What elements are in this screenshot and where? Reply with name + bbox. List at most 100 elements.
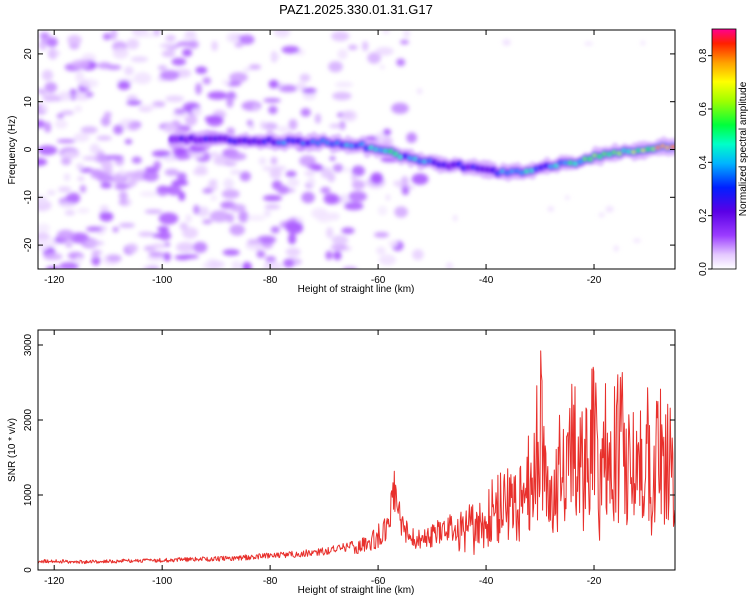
noise-blob bbox=[171, 57, 187, 66]
noise-blob bbox=[209, 210, 230, 223]
noise-blob bbox=[288, 119, 298, 130]
y-tick-label: 2000 bbox=[23, 408, 34, 431]
noise-blob bbox=[163, 123, 177, 134]
noise-blob bbox=[320, 186, 331, 194]
x-tick-label: -20 bbox=[587, 576, 602, 587]
noise-blob bbox=[328, 61, 343, 73]
noise-blob bbox=[67, 34, 82, 46]
noise-blob bbox=[38, 119, 46, 129]
colorbar-gradient bbox=[711, 28, 737, 270]
noise-blob bbox=[202, 219, 213, 225]
noise-blob bbox=[299, 73, 311, 82]
noise-blob bbox=[285, 170, 297, 178]
noise-blob bbox=[130, 56, 149, 63]
noise-blob bbox=[38, 232, 50, 241]
noise-blob bbox=[252, 104, 260, 112]
noise-blob bbox=[229, 204, 246, 212]
noise-blob bbox=[613, 245, 619, 252]
noise-blob bbox=[114, 183, 128, 191]
noise-blob bbox=[118, 222, 135, 228]
noise-blob bbox=[178, 191, 186, 202]
noise-blob bbox=[377, 205, 388, 216]
noise-blob bbox=[362, 41, 369, 52]
snr-x-label: Height of straight line (km) bbox=[298, 585, 415, 596]
noise-blob bbox=[373, 231, 390, 238]
noise-blob bbox=[348, 191, 367, 202]
noise-blob bbox=[105, 155, 124, 160]
noise-blob bbox=[56, 113, 64, 119]
noise-blob bbox=[400, 176, 409, 188]
noise-blob bbox=[100, 116, 111, 127]
noise-blob bbox=[60, 110, 75, 116]
noise-blob bbox=[59, 262, 79, 269]
noise-blob bbox=[285, 247, 301, 257]
noise-blob bbox=[39, 90, 47, 95]
noise-blob bbox=[80, 126, 98, 134]
noise-blob bbox=[182, 227, 199, 239]
noise-blob bbox=[584, 42, 593, 46]
noise-blob bbox=[633, 238, 641, 243]
noise-blob bbox=[277, 125, 290, 133]
noise-blob bbox=[127, 122, 140, 131]
noise-blob bbox=[161, 50, 176, 58]
noise-blob bbox=[123, 66, 134, 76]
noise-blob bbox=[133, 72, 152, 85]
noise-blob bbox=[296, 216, 304, 224]
noise-blob bbox=[139, 191, 158, 197]
noise-blob bbox=[239, 171, 251, 182]
noise-blob bbox=[77, 208, 90, 214]
noise-blob bbox=[323, 193, 339, 205]
x-tick-label: -100 bbox=[152, 576, 172, 587]
x-tick-label: -60 bbox=[371, 275, 386, 286]
noise-blob bbox=[268, 105, 278, 115]
noise-blob bbox=[256, 235, 277, 244]
noise-blob bbox=[388, 240, 399, 247]
noise-blob bbox=[90, 171, 109, 180]
noise-blob bbox=[332, 163, 344, 173]
noise-blob bbox=[126, 94, 138, 103]
noise-blob bbox=[73, 132, 90, 142]
noise-blob bbox=[207, 91, 228, 100]
noise-blob bbox=[118, 199, 129, 205]
y-tick-label: 0 bbox=[23, 146, 34, 152]
y-tick-label: 20 bbox=[23, 48, 34, 60]
noise-blob bbox=[406, 132, 417, 143]
noise-blob bbox=[300, 108, 311, 117]
noise-blob bbox=[226, 34, 233, 41]
noise-blob bbox=[385, 194, 391, 201]
noise-blob bbox=[245, 245, 260, 250]
noise-blob bbox=[412, 249, 424, 261]
noise-blob bbox=[42, 93, 59, 102]
noise-blob bbox=[195, 66, 208, 74]
noise-blob bbox=[234, 42, 244, 48]
noise-blob bbox=[265, 256, 277, 263]
noise-blob bbox=[142, 171, 159, 182]
x-tick-label: -20 bbox=[587, 275, 602, 286]
noise-blob bbox=[222, 249, 240, 256]
noise-blob bbox=[453, 214, 458, 222]
noise-blob bbox=[341, 193, 348, 204]
noise-blob bbox=[331, 31, 350, 42]
y-tick-label: 10 bbox=[23, 96, 34, 108]
noise-blob bbox=[91, 249, 99, 259]
noise-blob bbox=[38, 223, 51, 233]
noise-blob bbox=[142, 265, 160, 269]
noise-blob bbox=[202, 188, 214, 194]
noise-blob bbox=[640, 40, 646, 46]
noise-blob bbox=[379, 65, 385, 69]
noise-blob bbox=[351, 179, 366, 190]
noise-blob bbox=[158, 65, 167, 71]
noise-blob bbox=[63, 173, 71, 182]
spectrogram-x-label: Height of straight line (km) bbox=[298, 284, 415, 295]
noise-blob bbox=[86, 226, 103, 232]
noise-blob bbox=[350, 174, 358, 182]
noise-blob bbox=[165, 95, 185, 103]
noise-blob bbox=[295, 82, 307, 91]
x-tick-label: -80 bbox=[263, 576, 278, 587]
noise-blob bbox=[159, 43, 177, 49]
noise-blob bbox=[221, 79, 230, 86]
noise-blob bbox=[394, 206, 408, 218]
noise-blob bbox=[71, 59, 90, 69]
noise-blob bbox=[376, 246, 386, 255]
